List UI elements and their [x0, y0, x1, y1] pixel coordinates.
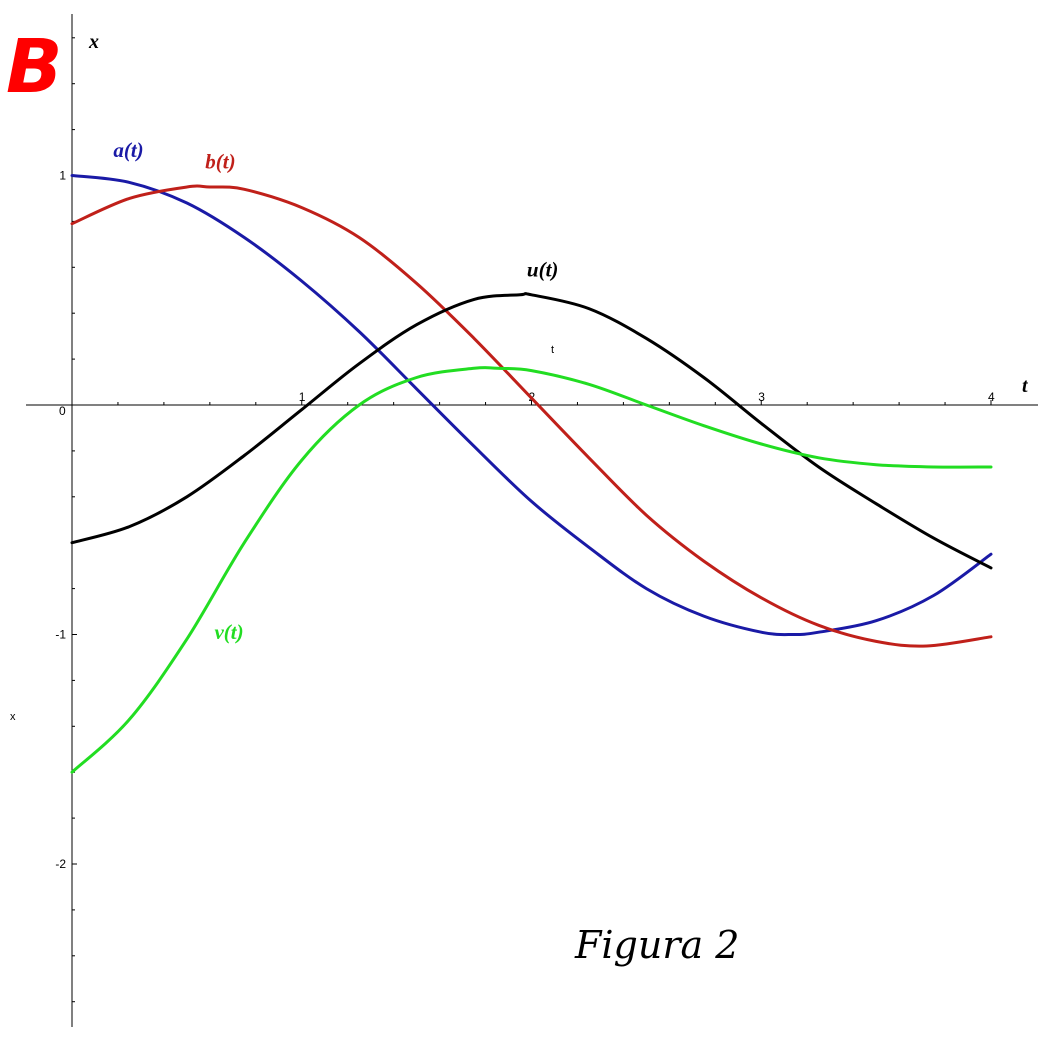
- x-tick-label: 0: [59, 404, 66, 418]
- x-tick-label: 1: [299, 390, 306, 404]
- panel-letter: B: [6, 24, 62, 110]
- series-line-bt: [70, 184, 993, 648]
- series-label-bt: b(t): [205, 150, 235, 174]
- figure-caption: Figura 2: [574, 923, 739, 967]
- y-tick-label: -1: [55, 628, 66, 642]
- inner-y-label: x: [10, 711, 16, 723]
- series-labels: a(t) b(t) u(t) v(t): [113, 138, 558, 644]
- x-axis-label: t: [1022, 375, 1029, 397]
- x-tick-label: 4: [988, 390, 995, 404]
- inner-x-label: t: [551, 344, 554, 356]
- y-tick-label: 1: [59, 169, 66, 183]
- series-line-vt: [70, 366, 993, 774]
- y-tick-label: -2: [55, 857, 66, 871]
- series-lines: [70, 174, 993, 774]
- series-line-at: [70, 174, 993, 637]
- series-label-vt: v(t): [214, 620, 243, 644]
- y-axis-label: x: [88, 31, 99, 53]
- x-tick-label: 3: [758, 390, 765, 404]
- series-label-at: a(t): [113, 138, 143, 162]
- series-label-ut: u(t): [527, 257, 559, 281]
- series-line-ut: [70, 292, 993, 570]
